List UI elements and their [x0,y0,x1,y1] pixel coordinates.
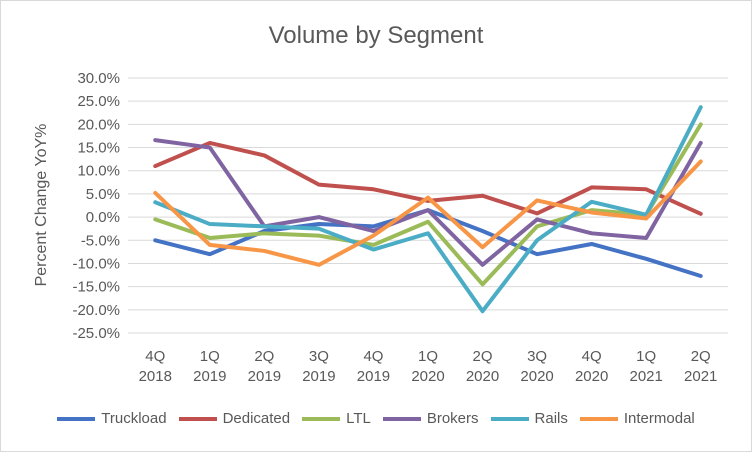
x-tick-label: 2Q [254,348,274,365]
x-tick-label: 2Q [691,348,711,365]
legend-item-dedicated: Dedicated [178,410,291,427]
x-tick-label: 4Q [363,348,383,365]
legend-label: Rails [534,410,568,427]
x-tick-label: 2019 [193,368,226,385]
x-tick-label: 3Q [527,348,547,365]
y-tick-label: -25.0% [72,325,120,342]
legend-label: Intermodal [623,410,695,427]
y-tick-label: 15.0% [77,140,120,157]
x-tick-label: 1Q [636,348,656,365]
legend-item-ltl: LTL [302,410,371,427]
legend-swatch [490,416,529,421]
x-tick-label: 2019 [248,368,281,385]
x-tick-label: 1Q [418,348,438,365]
chart-title: Volume by Segment [268,22,484,49]
x-tick-label: 2Q [473,348,493,365]
y-tick-label: 5.0% [86,186,120,203]
y-tick-label: 30.0% [77,70,120,87]
legend: Truckload Dedicated LTL Brokers Rails Intermo… [0,410,752,427]
y-tick-label: 25.0% [77,93,120,110]
legend-label: Brokers [426,410,479,427]
legend-swatch [382,416,421,421]
legend-swatch [302,416,341,421]
y-tick-label: -10.0% [72,255,120,272]
x-tick-label: 1Q [200,348,220,365]
legend-label: Dedicated [222,410,291,427]
x-tick-label: 4Q [145,348,165,365]
y-tick-label: 20.0% [77,116,120,133]
x-tick-label: 2019 [357,368,390,385]
legend-label: LTL [346,410,371,427]
x-tick-label: 2020 [411,368,444,385]
y-tick-label: 10.0% [77,163,120,180]
series-line-dedicated [153,140,703,216]
legend-item-intermodal: Intermodal [579,410,695,427]
legend-item-rails: Rails [490,410,568,427]
y-tick-label: -15.0% [72,279,120,296]
legend-swatch [57,416,96,421]
legend-item-brokers: Brokers [382,410,479,427]
y-tick-label: -20.0% [72,302,120,319]
x-tick-label: 2018 [139,368,172,385]
x-tick-label: 2021 [684,368,717,385]
legend-label: Truckload [101,410,167,427]
legend-swatch [178,416,217,421]
y-tick-label: 0.0% [86,209,120,226]
legend-swatch [579,416,618,421]
y-tick-label: -5.0% [81,232,120,249]
x-tick-label: 3Q [309,348,329,365]
x-tick-label: 2020 [466,368,499,385]
x-tick-label: 2020 [575,368,608,385]
x-tick-label: 4Q [582,348,602,365]
x-tick-label: 2020 [520,368,553,385]
x-tick-label: 2019 [302,368,335,385]
x-tick-label: 2021 [629,368,662,385]
legend-item-truckload: Truckload [57,410,167,427]
